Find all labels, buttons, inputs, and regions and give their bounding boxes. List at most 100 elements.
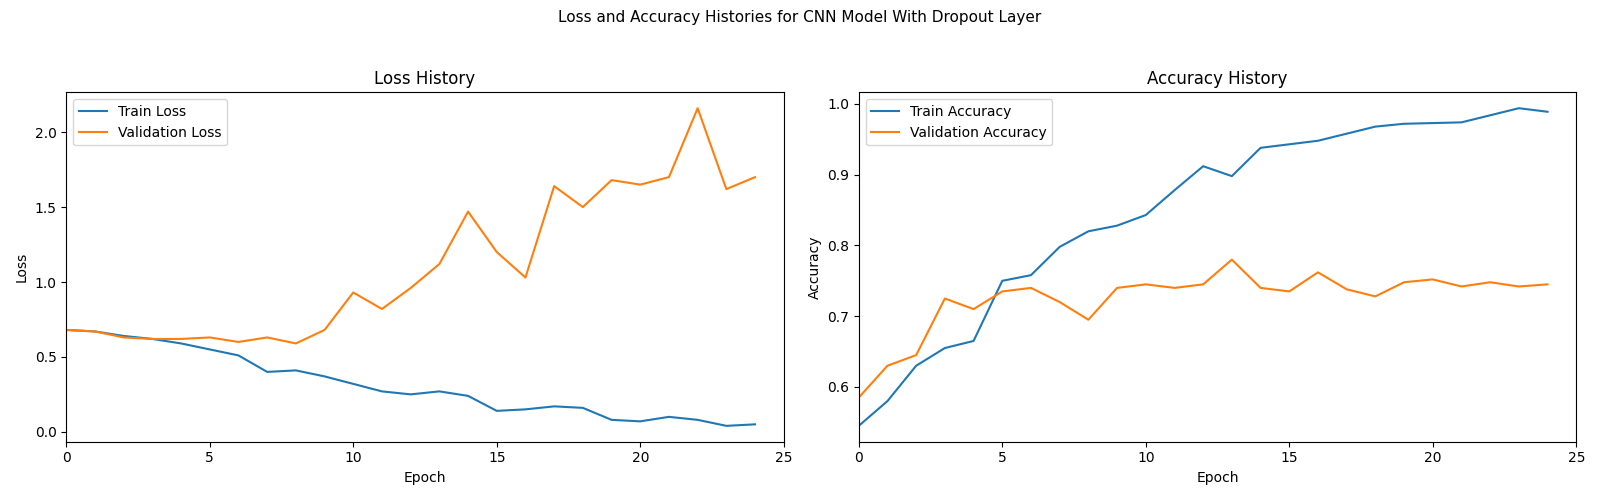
Train Accuracy <box>992 278 1011 284</box>
Train Accuracy <box>1309 138 1328 144</box>
Validation Accuracy <box>1050 299 1069 305</box>
Train Loss <box>286 368 306 374</box>
Validation Loss <box>142 336 162 342</box>
Validation Accuracy <box>907 352 926 358</box>
Validation Accuracy <box>1451 284 1470 290</box>
Validation Accuracy <box>1309 270 1328 276</box>
Validation Loss <box>402 285 421 291</box>
Train Loss <box>746 422 765 428</box>
Train Loss <box>659 414 678 420</box>
Validation Accuracy <box>1538 282 1557 288</box>
Validation Loss <box>229 339 248 345</box>
Train Loss <box>258 369 277 375</box>
Validation Loss <box>459 208 478 214</box>
Title: Loss History: Loss History <box>374 70 475 88</box>
Train Loss <box>229 352 248 358</box>
Validation Accuracy <box>1366 294 1386 300</box>
Line: Validation Loss: Validation Loss <box>66 108 755 344</box>
Validation Loss <box>659 174 678 180</box>
Validation Accuracy <box>1021 285 1040 291</box>
Validation Loss <box>717 186 736 192</box>
Train Loss <box>459 393 478 399</box>
Train Accuracy <box>1222 173 1242 179</box>
Train Loss <box>171 340 190 346</box>
Train Loss <box>114 333 133 339</box>
Validation Accuracy <box>1480 279 1499 285</box>
Validation Loss <box>344 290 363 296</box>
Validation Loss <box>85 328 104 334</box>
Validation Accuracy <box>1422 276 1442 282</box>
Validation Accuracy <box>936 296 955 302</box>
Train Accuracy <box>1107 222 1126 228</box>
Validation Accuracy <box>1395 279 1414 285</box>
Train Loss <box>142 336 162 342</box>
Validation Loss <box>746 174 765 180</box>
Train Loss <box>573 405 592 411</box>
Text: Loss and Accuracy Histories for CNN Model With Dropout Layer: Loss and Accuracy Histories for CNN Mode… <box>558 10 1042 25</box>
Train Loss <box>602 417 621 423</box>
Train Accuracy <box>1395 121 1414 127</box>
Train Loss <box>85 328 104 334</box>
Train Accuracy <box>1538 109 1557 115</box>
Validation Accuracy <box>878 362 898 368</box>
Legend: Train Accuracy, Validation Accuracy: Train Accuracy, Validation Accuracy <box>866 100 1053 146</box>
Validation Loss <box>544 183 563 189</box>
Validation Accuracy <box>1338 286 1357 292</box>
Train Loss <box>688 417 707 423</box>
Validation Loss <box>315 327 334 333</box>
Train Loss <box>630 418 650 424</box>
Train Accuracy <box>1078 228 1098 234</box>
Train Loss <box>200 346 219 352</box>
Train Accuracy <box>907 362 926 368</box>
Validation Accuracy <box>1165 285 1184 291</box>
Train Accuracy <box>1021 272 1040 278</box>
Train Loss <box>315 374 334 380</box>
Train Accuracy <box>1050 244 1069 250</box>
Line: Train Loss: Train Loss <box>66 330 755 426</box>
Train Loss <box>544 404 563 409</box>
Train Accuracy <box>1251 145 1270 151</box>
Validation Accuracy <box>992 288 1011 294</box>
Title: Accuracy History: Accuracy History <box>1147 70 1288 88</box>
Legend: Train Loss, Validation Loss: Train Loss, Validation Loss <box>74 100 227 146</box>
Validation Loss <box>373 306 392 312</box>
Train Accuracy <box>850 423 869 429</box>
Train Accuracy <box>963 338 982 344</box>
Train Loss <box>402 392 421 398</box>
Validation Accuracy <box>850 394 869 400</box>
Validation Accuracy <box>1280 288 1299 294</box>
Validation Accuracy <box>1222 256 1242 262</box>
Train Accuracy <box>1338 130 1357 136</box>
Train Loss <box>486 408 506 414</box>
Train Accuracy <box>878 398 898 404</box>
Train Accuracy <box>1366 124 1386 130</box>
Validation Accuracy <box>1251 285 1270 291</box>
Validation Accuracy <box>1509 284 1528 290</box>
Validation Loss <box>515 274 534 280</box>
Validation Accuracy <box>1194 282 1213 288</box>
Train Accuracy <box>1280 142 1299 148</box>
Line: Validation Accuracy: Validation Accuracy <box>859 260 1547 398</box>
Train Accuracy <box>1165 188 1184 194</box>
Validation Loss <box>602 177 621 183</box>
Validation Loss <box>200 334 219 340</box>
Train Accuracy <box>1509 105 1528 111</box>
Y-axis label: Accuracy: Accuracy <box>808 236 821 299</box>
Y-axis label: Loss: Loss <box>14 252 29 282</box>
Validation Loss <box>286 340 306 346</box>
Validation Loss <box>688 105 707 111</box>
Validation Accuracy <box>963 306 982 312</box>
Validation Accuracy <box>1107 285 1126 291</box>
Validation Loss <box>430 261 450 267</box>
X-axis label: Epoch: Epoch <box>1197 471 1238 485</box>
Train Loss <box>344 381 363 387</box>
Train Accuracy <box>1480 112 1499 118</box>
Train Loss <box>717 423 736 429</box>
Train Accuracy <box>1451 120 1470 126</box>
Validation Loss <box>171 336 190 342</box>
Validation Loss <box>573 204 592 210</box>
Validation Loss <box>56 327 75 333</box>
Train Loss <box>515 406 534 412</box>
Train Accuracy <box>1422 120 1442 126</box>
Train Loss <box>373 388 392 394</box>
